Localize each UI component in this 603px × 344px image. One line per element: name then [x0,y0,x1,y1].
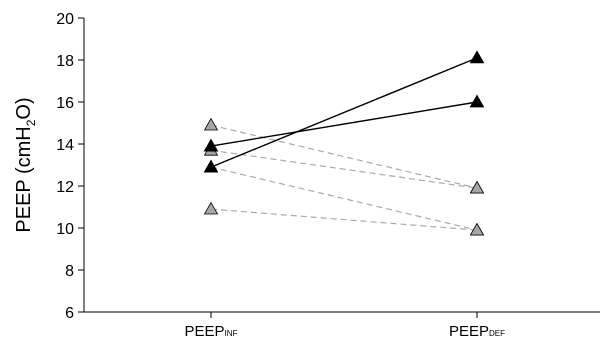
y-axis-title-main: PEEP (cmH [13,126,35,232]
y-tick-label: 10 [56,221,74,238]
triangle-marker-series-1-def [469,94,485,108]
series-lines [210,57,478,231]
x-tick-label-main: PEEP [185,323,225,340]
series-markers [203,50,485,236]
y-axis-title-subscript: 2 [24,119,38,126]
triangle-marker-series-3-inf [203,117,219,131]
triangle-marker-series-6-inf [203,201,219,215]
y-ticks: 6 8 10 12 14 16 18 20 [56,11,84,322]
x-tick-label-def: PEEPDEF [449,323,505,340]
y-tick-label: 14 [56,137,74,154]
y-tick-label: 8 [65,263,74,280]
y-axis-title-end: O) [13,97,35,119]
x-tick-label-main: PEEP [449,323,489,340]
x-tick-label-subscript: INF [225,329,238,338]
y-tick-label: 18 [56,53,74,70]
axes [83,18,600,313]
triangle-marker-series-4-def [469,180,485,194]
series-line-1-solid [210,101,478,147]
y-tick-label: 20 [56,11,74,28]
x-tick-label-subscript: DEF [489,329,505,338]
x-ticks: PEEPINF PEEPDEF [185,312,505,340]
series-line-4-dashed [210,149,478,189]
triangle-marker-series-2-def [469,50,485,64]
triangle-marker-series-2-inf [203,159,219,173]
series-line-2-solid [210,57,478,168]
y-tick-label: 6 [65,305,74,322]
y-tick-label: 16 [56,95,74,112]
x-tick-label-inf: PEEPINF [185,323,238,340]
series-line-6-dashed [210,208,478,231]
y-axis-title: PEEP (cmH2O) [13,97,38,232]
y-tick-label: 12 [56,179,74,196]
series-line-5-dashed [210,166,478,231]
triangle-marker-series-1-inf [203,138,219,152]
series-line-3-dashed [210,124,478,189]
triangle-marker-series-6-def [469,222,485,236]
